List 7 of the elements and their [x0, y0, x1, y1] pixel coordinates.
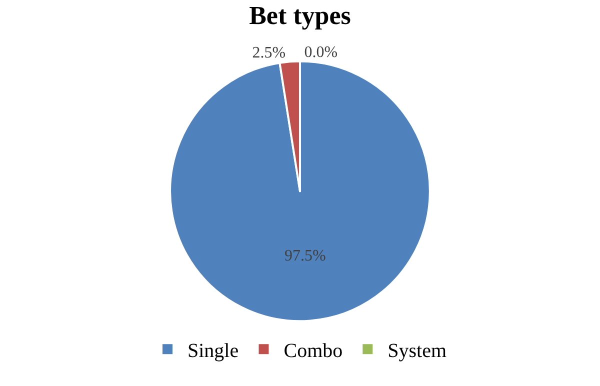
legend-label: System: [388, 340, 447, 362]
data-label: 97.5%: [284, 247, 326, 264]
chart-title: Bet types: [249, 0, 351, 30]
text: 0.0%: [304, 44, 338, 62]
legend-label: Combo: [284, 340, 343, 362]
legend-label: Single: [188, 340, 239, 362]
data-label: 2.5%: [252, 44, 286, 62]
